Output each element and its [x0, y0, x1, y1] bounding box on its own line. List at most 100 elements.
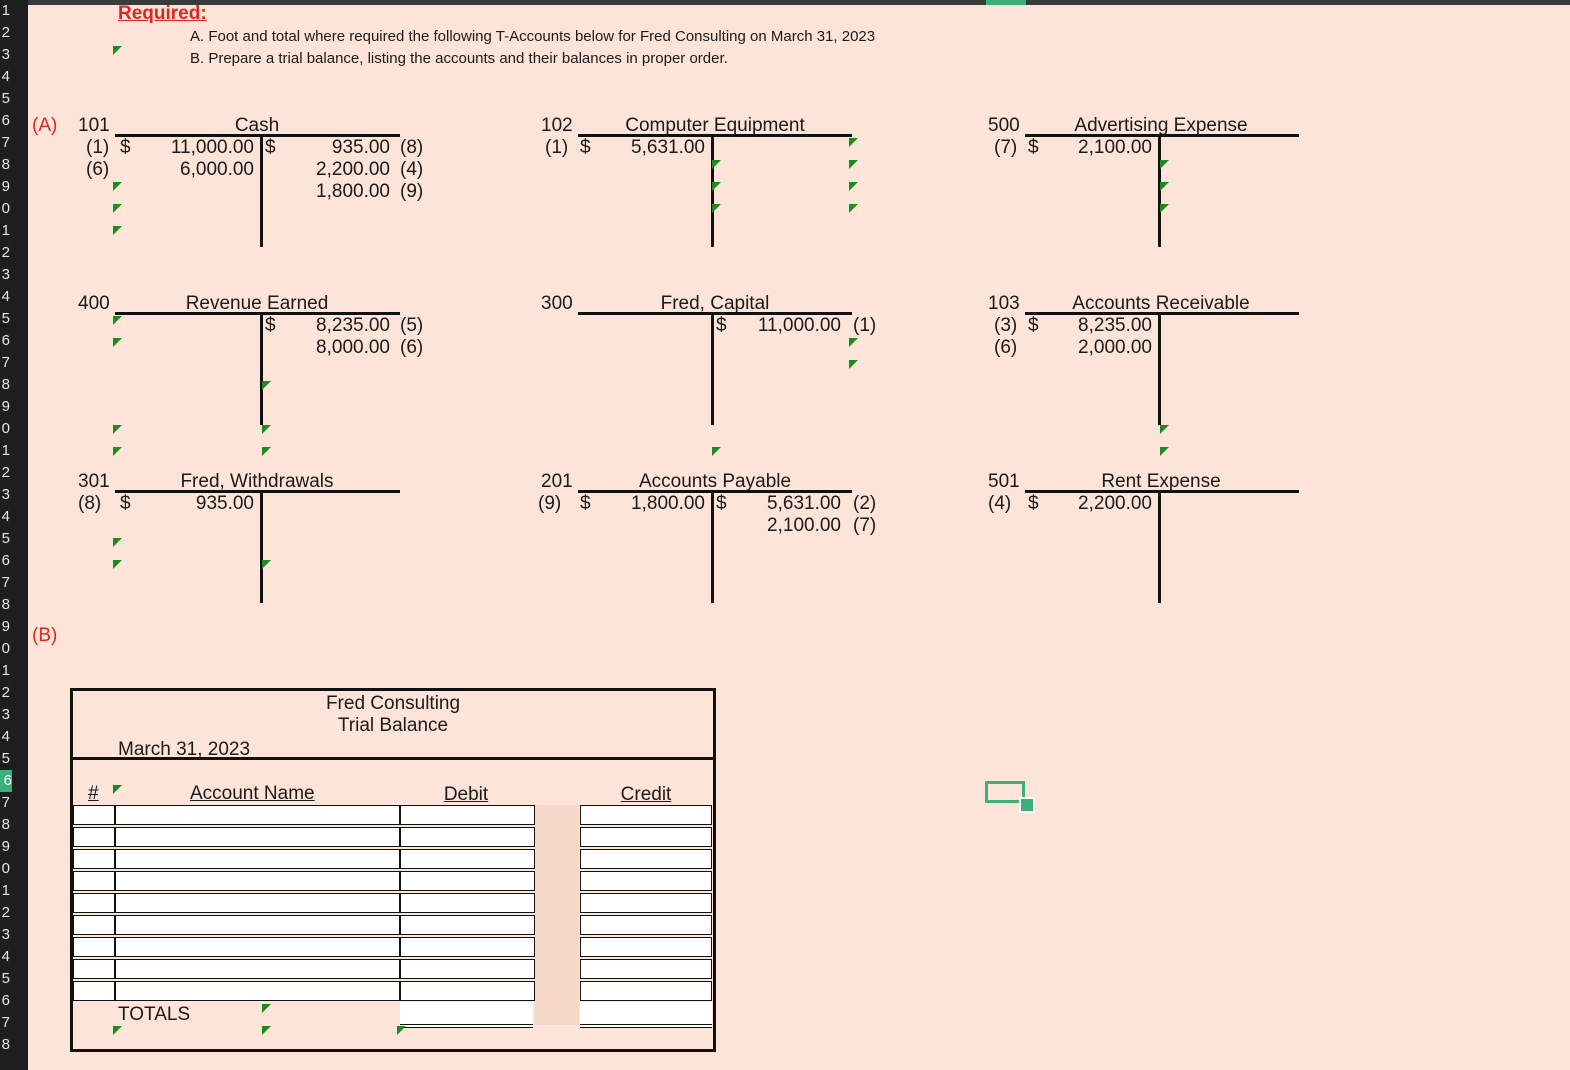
row-number[interactable]: 6: [1, 552, 10, 569]
debit-amount[interactable]: 1,800.00: [631, 493, 705, 514]
debit-cell[interactable]: [400, 849, 535, 869]
row-number[interactable]: 0: [1, 420, 10, 437]
row-number[interactable]: 5: [1, 90, 10, 107]
row-number[interactable]: 6: [0, 770, 12, 792]
credit-amount[interactable]: 1,800.00: [316, 181, 390, 202]
comment-marker-icon[interactable]: [113, 338, 122, 347]
row-number[interactable]: 1: [1, 662, 10, 679]
comment-marker-icon[interactable]: [113, 182, 122, 191]
account-name-cell[interactable]: [115, 937, 400, 957]
account-name-cell[interactable]: [115, 981, 400, 1001]
number-cell[interactable]: [73, 871, 115, 891]
comment-marker-icon[interactable]: [113, 1026, 122, 1035]
debit-amount[interactable]: 11,000.00: [170, 137, 254, 158]
row-number[interactable]: 6: [1, 332, 10, 349]
row-number[interactable]: 7: [1, 574, 10, 591]
number-cell[interactable]: [73, 849, 115, 869]
comment-marker-icon[interactable]: [113, 560, 122, 569]
row-number[interactable]: 7: [1, 134, 10, 151]
debit-cell[interactable]: [400, 827, 535, 847]
debit-amount[interactable]: 6,000.00: [180, 159, 254, 180]
credit-amount[interactable]: 11,000.00: [757, 315, 841, 336]
comment-marker-icon[interactable]: [849, 160, 858, 169]
credit-amount[interactable]: 5,631.00: [767, 493, 841, 514]
row-number[interactable]: 4: [1, 68, 10, 85]
credit-cell[interactable]: [580, 805, 712, 825]
comment-marker-icon[interactable]: [849, 204, 858, 213]
active-cell-cursor[interactable]: [985, 781, 1025, 803]
debit-amount[interactable]: 8,235.00: [1078, 315, 1152, 336]
row-number[interactable]: 9: [1, 178, 10, 195]
comment-marker-icon[interactable]: [113, 785, 122, 794]
row-number[interactable]: 6: [1, 992, 10, 1009]
row-number[interactable]: 8: [1, 156, 10, 173]
comment-marker-icon[interactable]: [712, 447, 721, 456]
total-debit-cell[interactable]: [400, 1002, 533, 1028]
credit-amount[interactable]: 2,100.00: [767, 515, 841, 536]
debit-cell[interactable]: [400, 981, 535, 1001]
debit-cell[interactable]: [400, 959, 535, 979]
row-number[interactable]: 7: [1, 1014, 10, 1031]
row-number[interactable]: 3: [1, 926, 10, 943]
comment-marker-icon[interactable]: [262, 447, 271, 456]
row-number[interactable]: 1: [1, 222, 10, 239]
row-number[interactable]: 8: [1, 1036, 10, 1053]
number-cell[interactable]: [73, 937, 115, 957]
comment-marker-icon[interactable]: [397, 1026, 406, 1035]
comment-marker-icon[interactable]: [849, 338, 858, 347]
row-number[interactable]: 6: [1, 112, 10, 129]
comment-marker-icon[interactable]: [262, 1004, 271, 1013]
comment-marker-icon[interactable]: [1160, 425, 1169, 434]
row-number[interactable]: 2: [1, 24, 10, 41]
comment-marker-icon[interactable]: [849, 360, 858, 369]
row-number[interactable]: 5: [1, 530, 10, 547]
row-number[interactable]: 4: [1, 508, 10, 525]
row-number[interactable]: 2: [1, 244, 10, 261]
row-number[interactable]: 8: [1, 376, 10, 393]
account-name-cell[interactable]: [115, 849, 400, 869]
row-number[interactable]: 2: [1, 904, 10, 921]
comment-marker-icon[interactable]: [113, 226, 122, 235]
row-number[interactable]: 3: [1, 706, 10, 723]
credit-cell[interactable]: [580, 849, 712, 869]
row-number[interactable]: 0: [1, 200, 10, 217]
account-name-cell[interactable]: [115, 827, 400, 847]
comment-marker-icon[interactable]: [113, 316, 122, 325]
comment-marker-icon[interactable]: [712, 160, 721, 169]
comment-marker-icon[interactable]: [712, 182, 721, 191]
row-number[interactable]: 4: [1, 728, 10, 745]
row-number[interactable]: 1: [1, 442, 10, 459]
comment-marker-icon[interactable]: [113, 538, 122, 547]
credit-amount[interactable]: 8,000.00: [316, 337, 390, 358]
row-number[interactable]: 2: [1, 684, 10, 701]
comment-marker-icon[interactable]: [262, 425, 271, 434]
row-number[interactable]: 2: [1, 464, 10, 481]
row-number[interactable]: 9: [1, 398, 10, 415]
row-number[interactable]: 7: [1, 354, 10, 371]
comment-marker-icon[interactable]: [262, 381, 271, 390]
row-number[interactable]: 0: [1, 860, 10, 877]
debit-cell[interactable]: [400, 893, 535, 913]
row-number[interactable]: 8: [1, 596, 10, 613]
credit-cell[interactable]: [580, 937, 712, 957]
row-number[interactable]: 1: [1, 882, 10, 899]
account-name-cell[interactable]: [115, 959, 400, 979]
number-cell[interactable]: [73, 915, 115, 935]
debit-amount[interactable]: 2,200.00: [1078, 493, 1152, 514]
debit-cell[interactable]: [400, 937, 535, 957]
debit-amount[interactable]: 935.00: [195, 493, 254, 514]
row-number[interactable]: 9: [1, 618, 10, 635]
credit-amount[interactable]: 2,200.00: [316, 159, 390, 180]
credit-amount[interactable]: 935.00: [331, 137, 390, 158]
account-name-cell[interactable]: [115, 805, 400, 825]
row-number[interactable]: 3: [1, 46, 10, 63]
comment-marker-icon[interactable]: [849, 138, 858, 147]
comment-marker-icon[interactable]: [113, 204, 122, 213]
fill-handle[interactable]: [1019, 797, 1035, 813]
row-number[interactable]: 5: [1, 970, 10, 987]
debit-cell[interactable]: [400, 805, 535, 825]
number-cell[interactable]: [73, 805, 115, 825]
comment-marker-icon[interactable]: [262, 1026, 271, 1035]
comment-marker-icon[interactable]: [1160, 447, 1169, 456]
credit-amount[interactable]: 8,235.00: [316, 315, 390, 336]
